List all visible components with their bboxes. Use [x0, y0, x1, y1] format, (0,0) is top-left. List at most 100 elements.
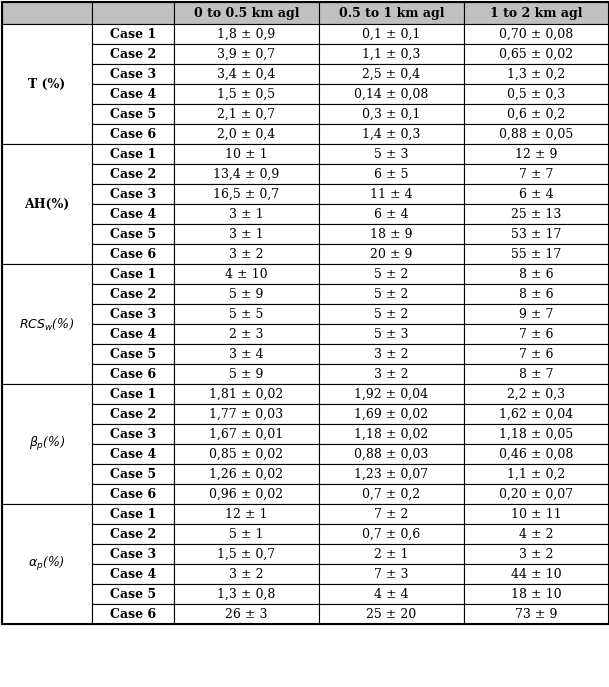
Bar [92, 544, 174, 564]
Text: 10 ± 11: 10 ± 11 [511, 508, 562, 521]
Text: 5 ± 3: 5 ± 3 [375, 148, 409, 161]
Text: 7 ± 2: 7 ± 2 [375, 508, 409, 521]
Bar [92, 164, 174, 184]
Text: 0,14 ± 0,08: 0,14 ± 0,08 [354, 87, 429, 100]
Bar [464, 284, 609, 304]
Text: 1,3 ± 0,8: 1,3 ± 0,8 [217, 587, 276, 600]
Text: 0,5 ± 0,3: 0,5 ± 0,3 [507, 87, 566, 100]
Text: 9 ± 7: 9 ± 7 [519, 308, 554, 321]
Bar [319, 184, 464, 204]
Text: 16,5 ± 0,7: 16,5 ± 0,7 [213, 188, 280, 201]
Bar [464, 164, 609, 184]
Text: 0,70 ± 0,08: 0,70 ± 0,08 [499, 27, 574, 41]
Bar [464, 224, 609, 244]
Bar [319, 44, 464, 64]
Bar [464, 244, 609, 264]
Text: Case 3: Case 3 [110, 67, 156, 80]
Text: 4 ± 2: 4 ± 2 [519, 528, 554, 541]
Text: 10 ± 1: 10 ± 1 [225, 148, 268, 161]
Text: 1,4 ± 0,3: 1,4 ± 0,3 [362, 128, 421, 141]
Bar [464, 24, 609, 44]
Bar [174, 484, 319, 504]
Text: Case 4: Case 4 [110, 87, 156, 100]
Text: 1,8 ± 0,9: 1,8 ± 0,9 [217, 27, 276, 41]
Text: 0.5 to 1 km agl: 0.5 to 1 km agl [339, 6, 444, 19]
Text: Case 1: Case 1 [110, 508, 156, 521]
Bar [174, 404, 319, 424]
Text: Case 5: Case 5 [110, 348, 156, 361]
Bar [174, 364, 319, 384]
Text: 0,88 ± 0,05: 0,88 ± 0,05 [499, 128, 574, 141]
Text: 2,5 ± 0,4: 2,5 ± 0,4 [362, 67, 421, 80]
Text: 2,1 ± 0,7: 2,1 ± 0,7 [217, 107, 275, 120]
Text: 55 ± 17: 55 ± 17 [512, 247, 561, 260]
Bar [319, 604, 464, 624]
Text: 3,9 ± 0,7: 3,9 ± 0,7 [217, 47, 275, 60]
Bar [174, 204, 319, 224]
Text: Case 5: Case 5 [110, 107, 156, 120]
Text: 3 ± 2: 3 ± 2 [229, 567, 264, 581]
Bar [464, 364, 609, 384]
Bar [174, 184, 319, 204]
Text: 5 ± 1: 5 ± 1 [229, 528, 264, 541]
Text: 8 ± 6: 8 ± 6 [519, 267, 554, 280]
Text: 3 ± 4: 3 ± 4 [229, 348, 264, 361]
Bar [319, 424, 464, 444]
Bar [464, 184, 609, 204]
Text: 5 ± 2: 5 ± 2 [375, 267, 409, 280]
Bar [92, 424, 174, 444]
Bar [174, 224, 319, 244]
Bar [2, 24, 92, 144]
Bar [464, 144, 609, 164]
Text: Case 4: Case 4 [110, 567, 156, 581]
Text: Case 2: Case 2 [110, 287, 156, 300]
Bar [464, 564, 609, 584]
Bar [92, 524, 174, 544]
Text: 1,5 ± 0,7: 1,5 ± 0,7 [217, 548, 275, 561]
Bar [92, 344, 174, 364]
Bar [319, 584, 464, 604]
Text: Case 5: Case 5 [110, 467, 156, 480]
Text: Case 2: Case 2 [110, 528, 156, 541]
Text: 26 ± 3: 26 ± 3 [225, 607, 268, 620]
Bar [92, 224, 174, 244]
Bar [174, 344, 319, 364]
Text: Case 6: Case 6 [110, 607, 156, 620]
Text: 5 ± 2: 5 ± 2 [375, 308, 409, 321]
Bar [92, 504, 174, 524]
Text: 2 ± 1: 2 ± 1 [375, 548, 409, 561]
Text: 0,6 ± 0,2: 0,6 ± 0,2 [507, 107, 566, 120]
Text: 0,3 ± 0,1: 0,3 ± 0,1 [362, 107, 421, 120]
Bar [92, 2, 174, 24]
Text: Case 4: Case 4 [110, 207, 156, 221]
Bar [174, 324, 319, 344]
Text: 0,20 ± 0,07: 0,20 ± 0,07 [499, 488, 574, 501]
Bar [319, 64, 464, 84]
Bar [174, 124, 319, 144]
Bar [464, 404, 609, 424]
Bar [319, 324, 464, 344]
Bar [464, 384, 609, 404]
Bar [2, 504, 92, 624]
Text: 1,1 ± 0,3: 1,1 ± 0,3 [362, 47, 421, 60]
Text: 7 ± 6: 7 ± 6 [519, 328, 554, 341]
Bar [92, 284, 174, 304]
Text: 8 ± 7: 8 ± 7 [519, 368, 554, 381]
Text: 0,85 ± 0,02: 0,85 ± 0,02 [209, 447, 284, 460]
Text: 53 ± 17: 53 ± 17 [512, 227, 561, 240]
Bar [464, 444, 609, 464]
Text: 0,46 ± 0,08: 0,46 ± 0,08 [499, 447, 574, 460]
Bar [92, 464, 174, 484]
Bar [319, 84, 464, 104]
Bar [319, 2, 464, 24]
Text: 7 ± 3: 7 ± 3 [375, 567, 409, 581]
Bar [174, 464, 319, 484]
Bar [464, 544, 609, 564]
Bar [92, 484, 174, 504]
Bar [174, 504, 319, 524]
Bar [319, 144, 464, 164]
Bar [174, 564, 319, 584]
Bar [464, 104, 609, 124]
Bar [319, 404, 464, 424]
Text: 12 ± 9: 12 ± 9 [515, 148, 558, 161]
